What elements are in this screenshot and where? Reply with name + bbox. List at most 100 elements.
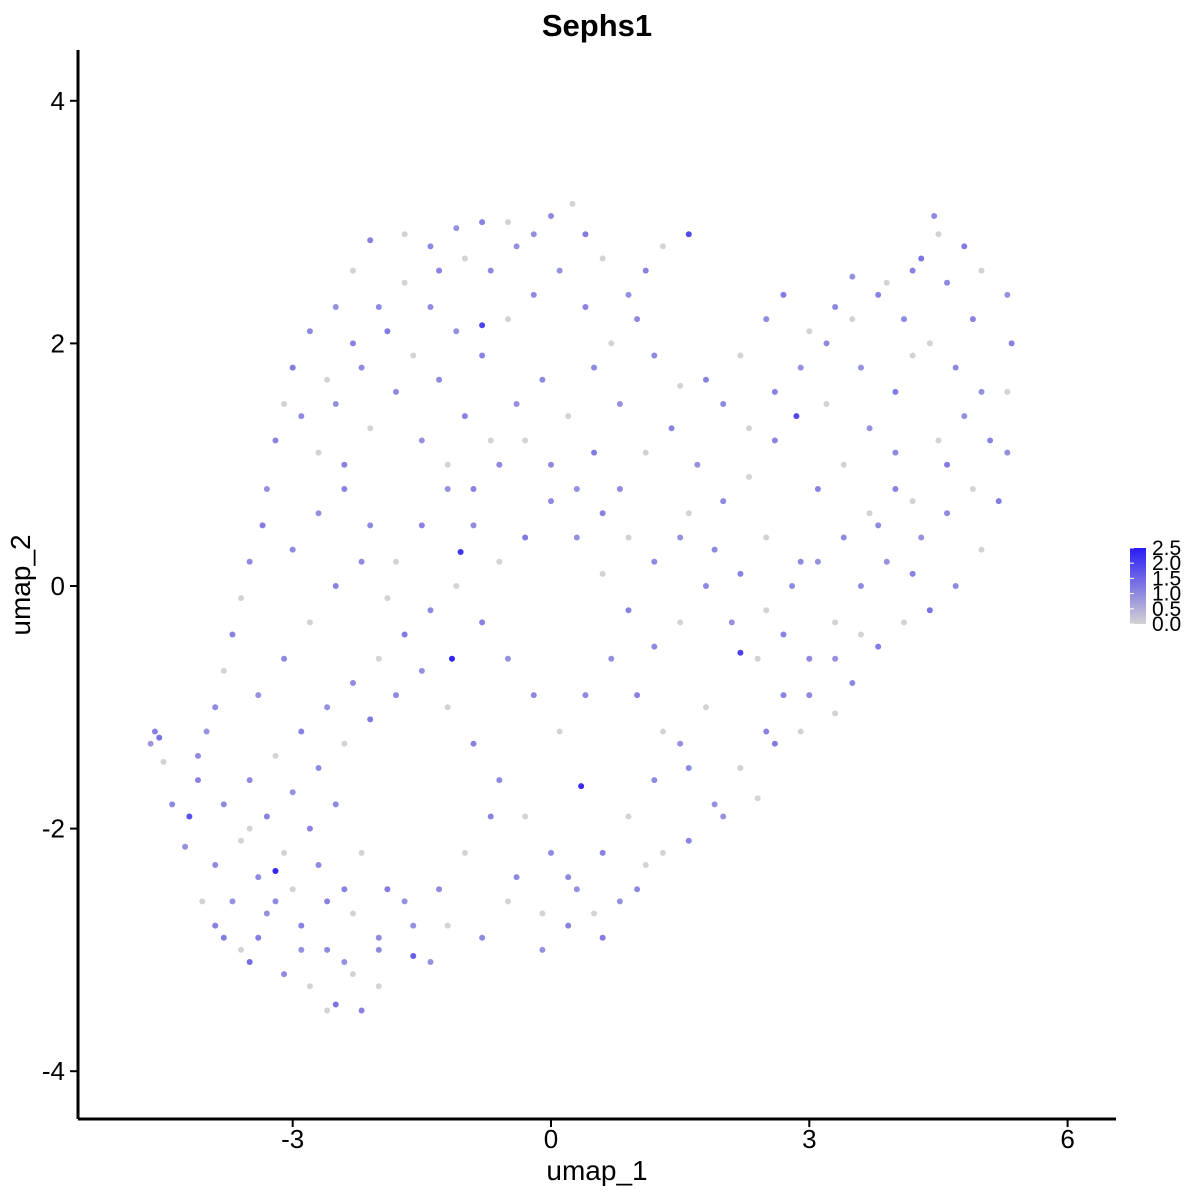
data-point	[892, 449, 899, 456]
legend-label: 1.0	[1152, 583, 1181, 606]
data-point	[702, 704, 709, 711]
data-point	[573, 534, 580, 541]
data-point	[272, 437, 279, 444]
data-point	[677, 382, 684, 389]
data-point	[457, 549, 464, 556]
y-tick-label: -4	[42, 1056, 65, 1086]
data-point	[578, 783, 585, 790]
data-point	[513, 401, 520, 408]
data-point	[479, 322, 486, 329]
data-point	[238, 595, 245, 602]
data-point	[444, 704, 451, 711]
data-point	[393, 388, 400, 395]
data-point	[780, 631, 787, 638]
data-point	[281, 655, 288, 662]
data-point	[453, 583, 460, 589]
data-point	[453, 225, 460, 232]
data-point	[393, 558, 400, 565]
data-point	[255, 934, 262, 941]
data-point	[470, 522, 477, 529]
data-point	[832, 655, 839, 662]
data-point	[147, 740, 154, 747]
data-point	[212, 704, 219, 711]
data-point	[461, 849, 468, 856]
data-point	[565, 874, 572, 881]
data-point	[857, 631, 864, 638]
data-point	[720, 401, 727, 408]
data-point	[470, 740, 477, 747]
data-point	[806, 655, 813, 662]
data-point	[634, 316, 641, 323]
data-point	[797, 558, 804, 565]
data-point	[448, 655, 455, 662]
data-point	[857, 583, 864, 589]
data-point	[530, 692, 537, 699]
data-point	[281, 849, 288, 856]
y-tick-label: 0	[51, 571, 65, 601]
data-point	[315, 764, 322, 771]
data-point	[746, 425, 753, 432]
data-point	[668, 425, 675, 432]
data-point	[470, 485, 477, 492]
data-point	[1004, 449, 1011, 456]
data-point	[513, 243, 520, 250]
data-point	[496, 461, 503, 468]
data-point	[156, 734, 163, 741]
data-point	[892, 388, 899, 395]
data-point	[315, 510, 322, 517]
data-point	[944, 510, 951, 517]
y-tick-label: 4	[51, 86, 65, 116]
data-point	[935, 231, 942, 238]
data-point	[625, 291, 632, 298]
data-point	[793, 413, 800, 420]
y-tick-label: 2	[51, 328, 65, 358]
data-point	[461, 255, 468, 262]
data-point	[548, 213, 554, 220]
legend-label: 0.5	[1152, 598, 1181, 621]
data-point	[909, 498, 916, 505]
data-point	[969, 485, 976, 492]
data-point	[341, 886, 348, 893]
data-point	[367, 522, 374, 529]
data-point	[771, 388, 778, 395]
data-point	[944, 461, 951, 468]
legend-label: 0.0	[1152, 613, 1181, 636]
points-layer	[147, 200, 1015, 1014]
data-point	[685, 764, 692, 771]
data-point	[539, 376, 546, 383]
data-point	[358, 1007, 365, 1014]
data-point	[349, 971, 356, 978]
data-point	[728, 619, 735, 626]
data-point	[479, 619, 486, 626]
data-point	[324, 1007, 331, 1014]
data-point	[220, 667, 227, 674]
data-point	[892, 485, 899, 492]
data-point	[487, 267, 494, 274]
data-point	[763, 607, 770, 614]
data-point	[944, 279, 951, 286]
data-point	[539, 910, 546, 917]
data-point	[548, 498, 554, 505]
data-point	[909, 267, 916, 274]
x-axis-ticks: -3 0 3 6	[281, 1119, 1075, 1154]
data-point	[186, 813, 193, 820]
data-point	[358, 364, 365, 371]
data-point	[780, 692, 787, 699]
data-point	[806, 328, 813, 335]
data-point	[978, 267, 985, 274]
data-point	[504, 898, 511, 905]
data-point	[909, 570, 916, 577]
x-tick-label: 3	[802, 1124, 816, 1154]
data-point	[418, 522, 425, 529]
data-point	[384, 595, 391, 602]
data-point	[530, 231, 537, 238]
data-point	[332, 1001, 339, 1008]
data-point	[479, 934, 486, 941]
data-point	[298, 728, 305, 735]
data-point	[591, 910, 598, 917]
data-point	[591, 449, 598, 456]
data-point	[324, 946, 331, 953]
data-point	[978, 388, 985, 395]
data-point	[599, 510, 606, 517]
data-point	[866, 425, 873, 432]
